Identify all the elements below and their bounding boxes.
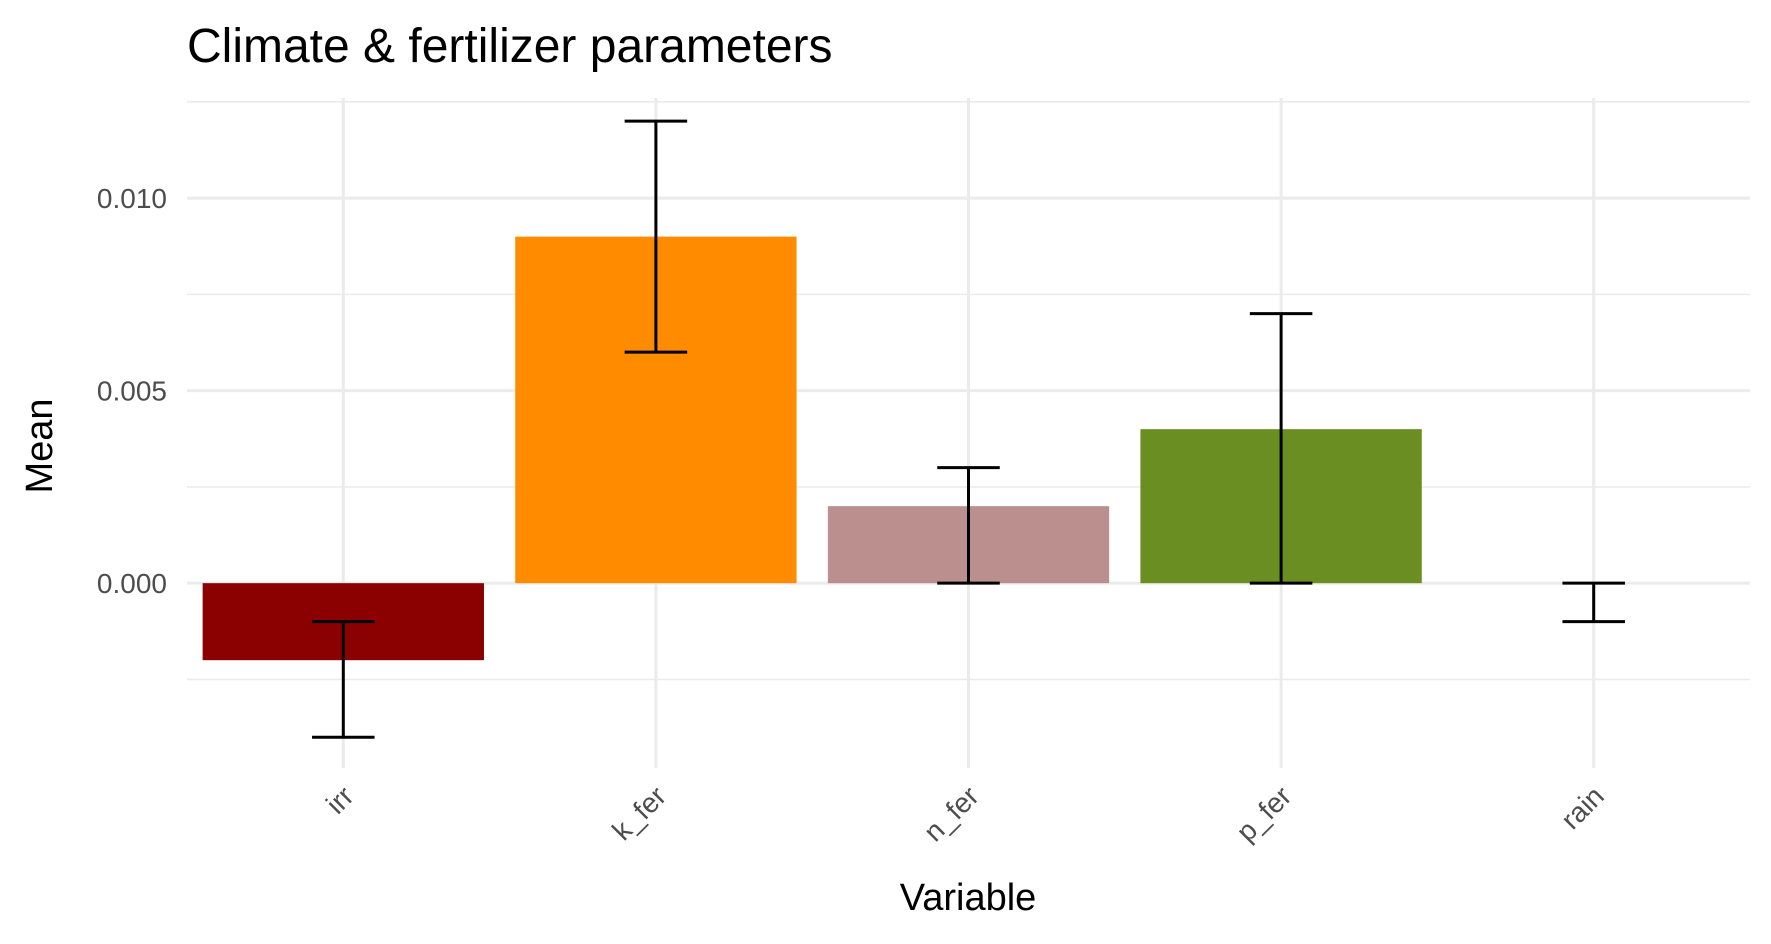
chart-title: Climate & fertilizer parameters — [187, 20, 833, 73]
error-bar-p_fer — [1249, 312, 1313, 585]
error-bar-rain — [1562, 581, 1625, 624]
x-tick-label-k_fer: k_fer — [606, 780, 672, 846]
x-tick-labels: irr k_fer n_fer p_fer rain — [320, 780, 1610, 847]
error-bar-irr — [312, 620, 375, 739]
x-tick-label-p_fer: p_fer — [1230, 780, 1297, 847]
error-bar-k_fer — [624, 119, 688, 354]
y-axis-title: Mean — [19, 398, 61, 493]
y-tick-label: 0.005 — [97, 376, 167, 407]
error-bars — [312, 119, 1625, 739]
y-tick-label: 0.000 — [97, 568, 167, 599]
grid — [187, 98, 1750, 768]
error-bar-n_fer — [937, 466, 1000, 585]
y-tick-labels: 0.000 0.005 0.010 — [97, 183, 167, 599]
x-tick-label-irr: irr — [320, 780, 360, 820]
bars — [202, 236, 1422, 661]
x-axis-title: Variable — [900, 877, 1037, 919]
x-tick-label-rain: rain — [1555, 780, 1610, 835]
y-tick-label: 0.010 — [97, 183, 167, 214]
x-tick-label-n_fer: n_fer — [918, 780, 985, 847]
